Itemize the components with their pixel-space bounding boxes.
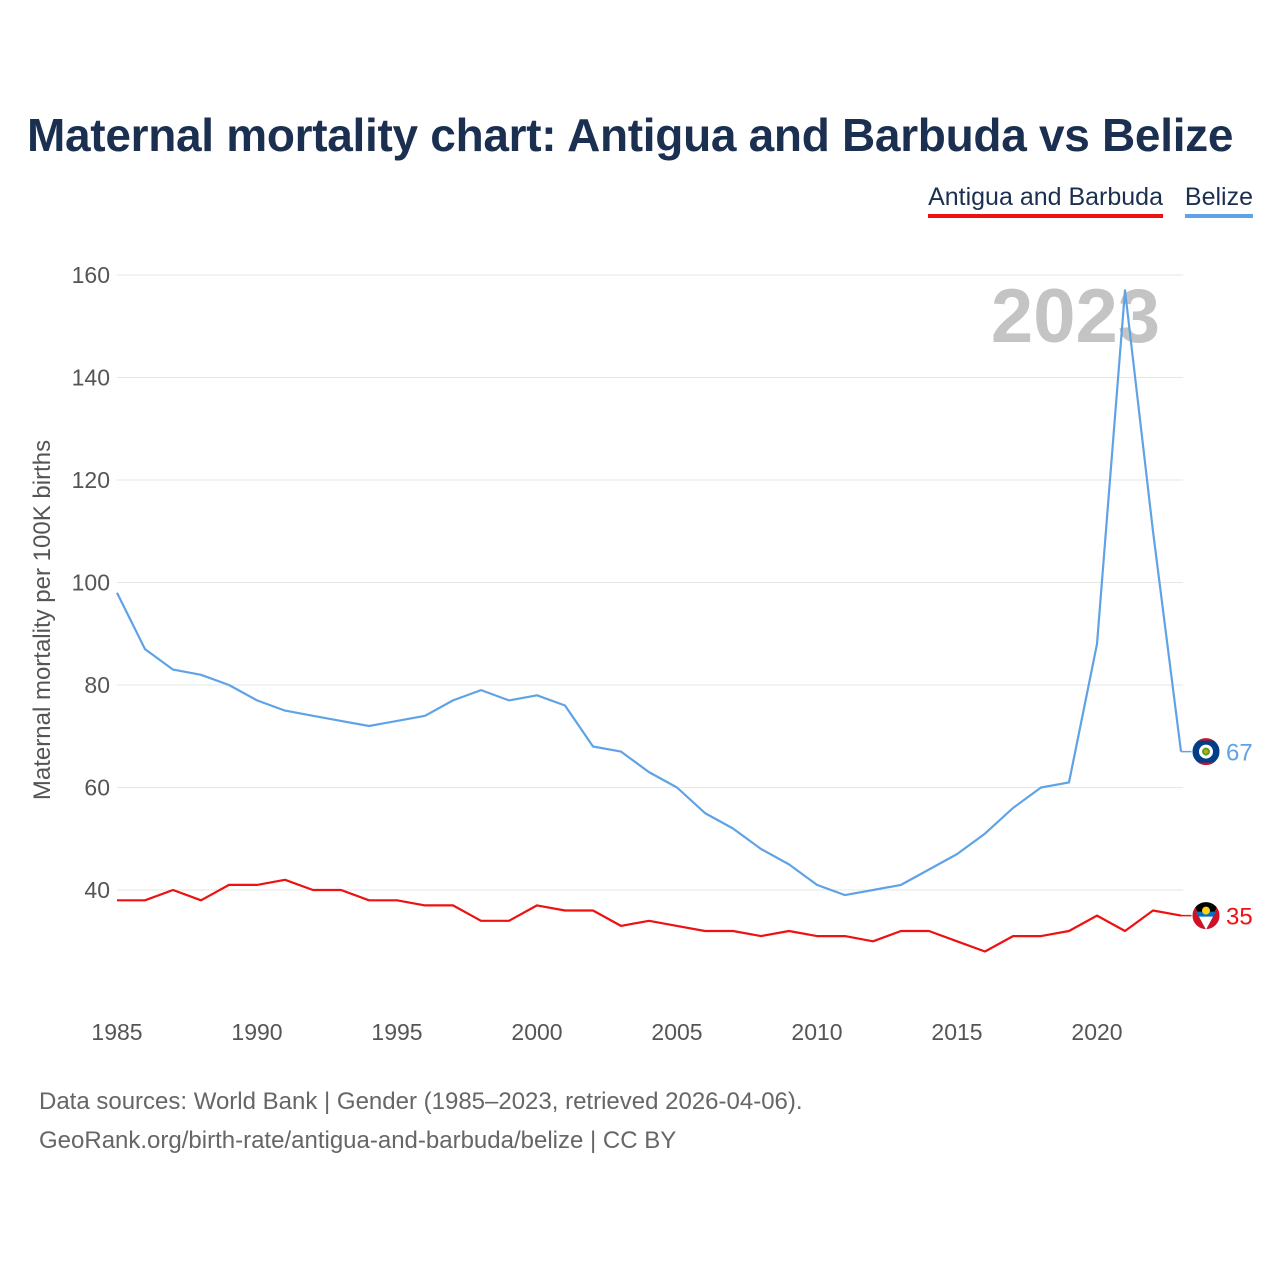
y-axis-label: Maternal mortality per 100K births	[29, 440, 56, 800]
x-tick-label: 2015	[931, 1019, 982, 1045]
x-tick-label: 1990	[231, 1019, 282, 1045]
series-line-belize	[116, 289, 1183, 897]
y-tick-label: 160	[72, 262, 110, 288]
belize-flag-icon	[1191, 737, 1221, 767]
chart-title: Maternal mortality chart: Antigua and Ba…	[27, 109, 1234, 161]
x-tick-label: 2010	[791, 1019, 842, 1045]
source-credit-link[interactable]: GeoRank.org/birth-rate/antigua-and-barbu…	[39, 1127, 677, 1154]
end-value-antigua-and-barbuda: 35	[1226, 904, 1253, 931]
x-tick-label: 2000	[511, 1019, 562, 1045]
y-tick-label: 140	[72, 365, 110, 391]
x-tick-label: 1985	[91, 1019, 142, 1045]
gridlines	[117, 274, 1183, 891]
y-tick-label: 120	[72, 467, 110, 493]
y-tick-label: 80	[84, 672, 110, 698]
y-axis-ticks: 40 60 80 100 120 140 160	[72, 262, 110, 903]
x-tick-label: 1995	[371, 1019, 422, 1045]
year-watermark: 2023	[991, 274, 1160, 359]
end-value-belize: 67	[1226, 740, 1253, 767]
antigua-flag-icon	[1191, 901, 1221, 931]
data-source-note: Data sources: World Bank | Gender (1985–…	[39, 1088, 803, 1115]
legend-item-belize[interactable]: Belize	[1184, 183, 1253, 218]
y-tick-label: 40	[84, 877, 110, 903]
series-lines	[116, 289, 1192, 953]
x-tick-label: 2020	[1071, 1019, 1122, 1045]
legend-item-antigua-and-barbuda[interactable]: Antigua and Barbuda	[928, 183, 1163, 218]
y-tick-label: 100	[72, 570, 110, 596]
y-tick-label: 60	[84, 775, 110, 801]
x-tick-label: 2005	[651, 1019, 702, 1045]
line-chart: 40 60 80 100 120 140 160 1985 1990 1995 2000 2005 2…	[29, 262, 1253, 1045]
series-line-antigua-and-barbuda	[117, 878, 1182, 953]
x-axis-ticks: 1985 1990 1995 2000 2005 2010 2015 2020	[91, 1019, 1122, 1045]
